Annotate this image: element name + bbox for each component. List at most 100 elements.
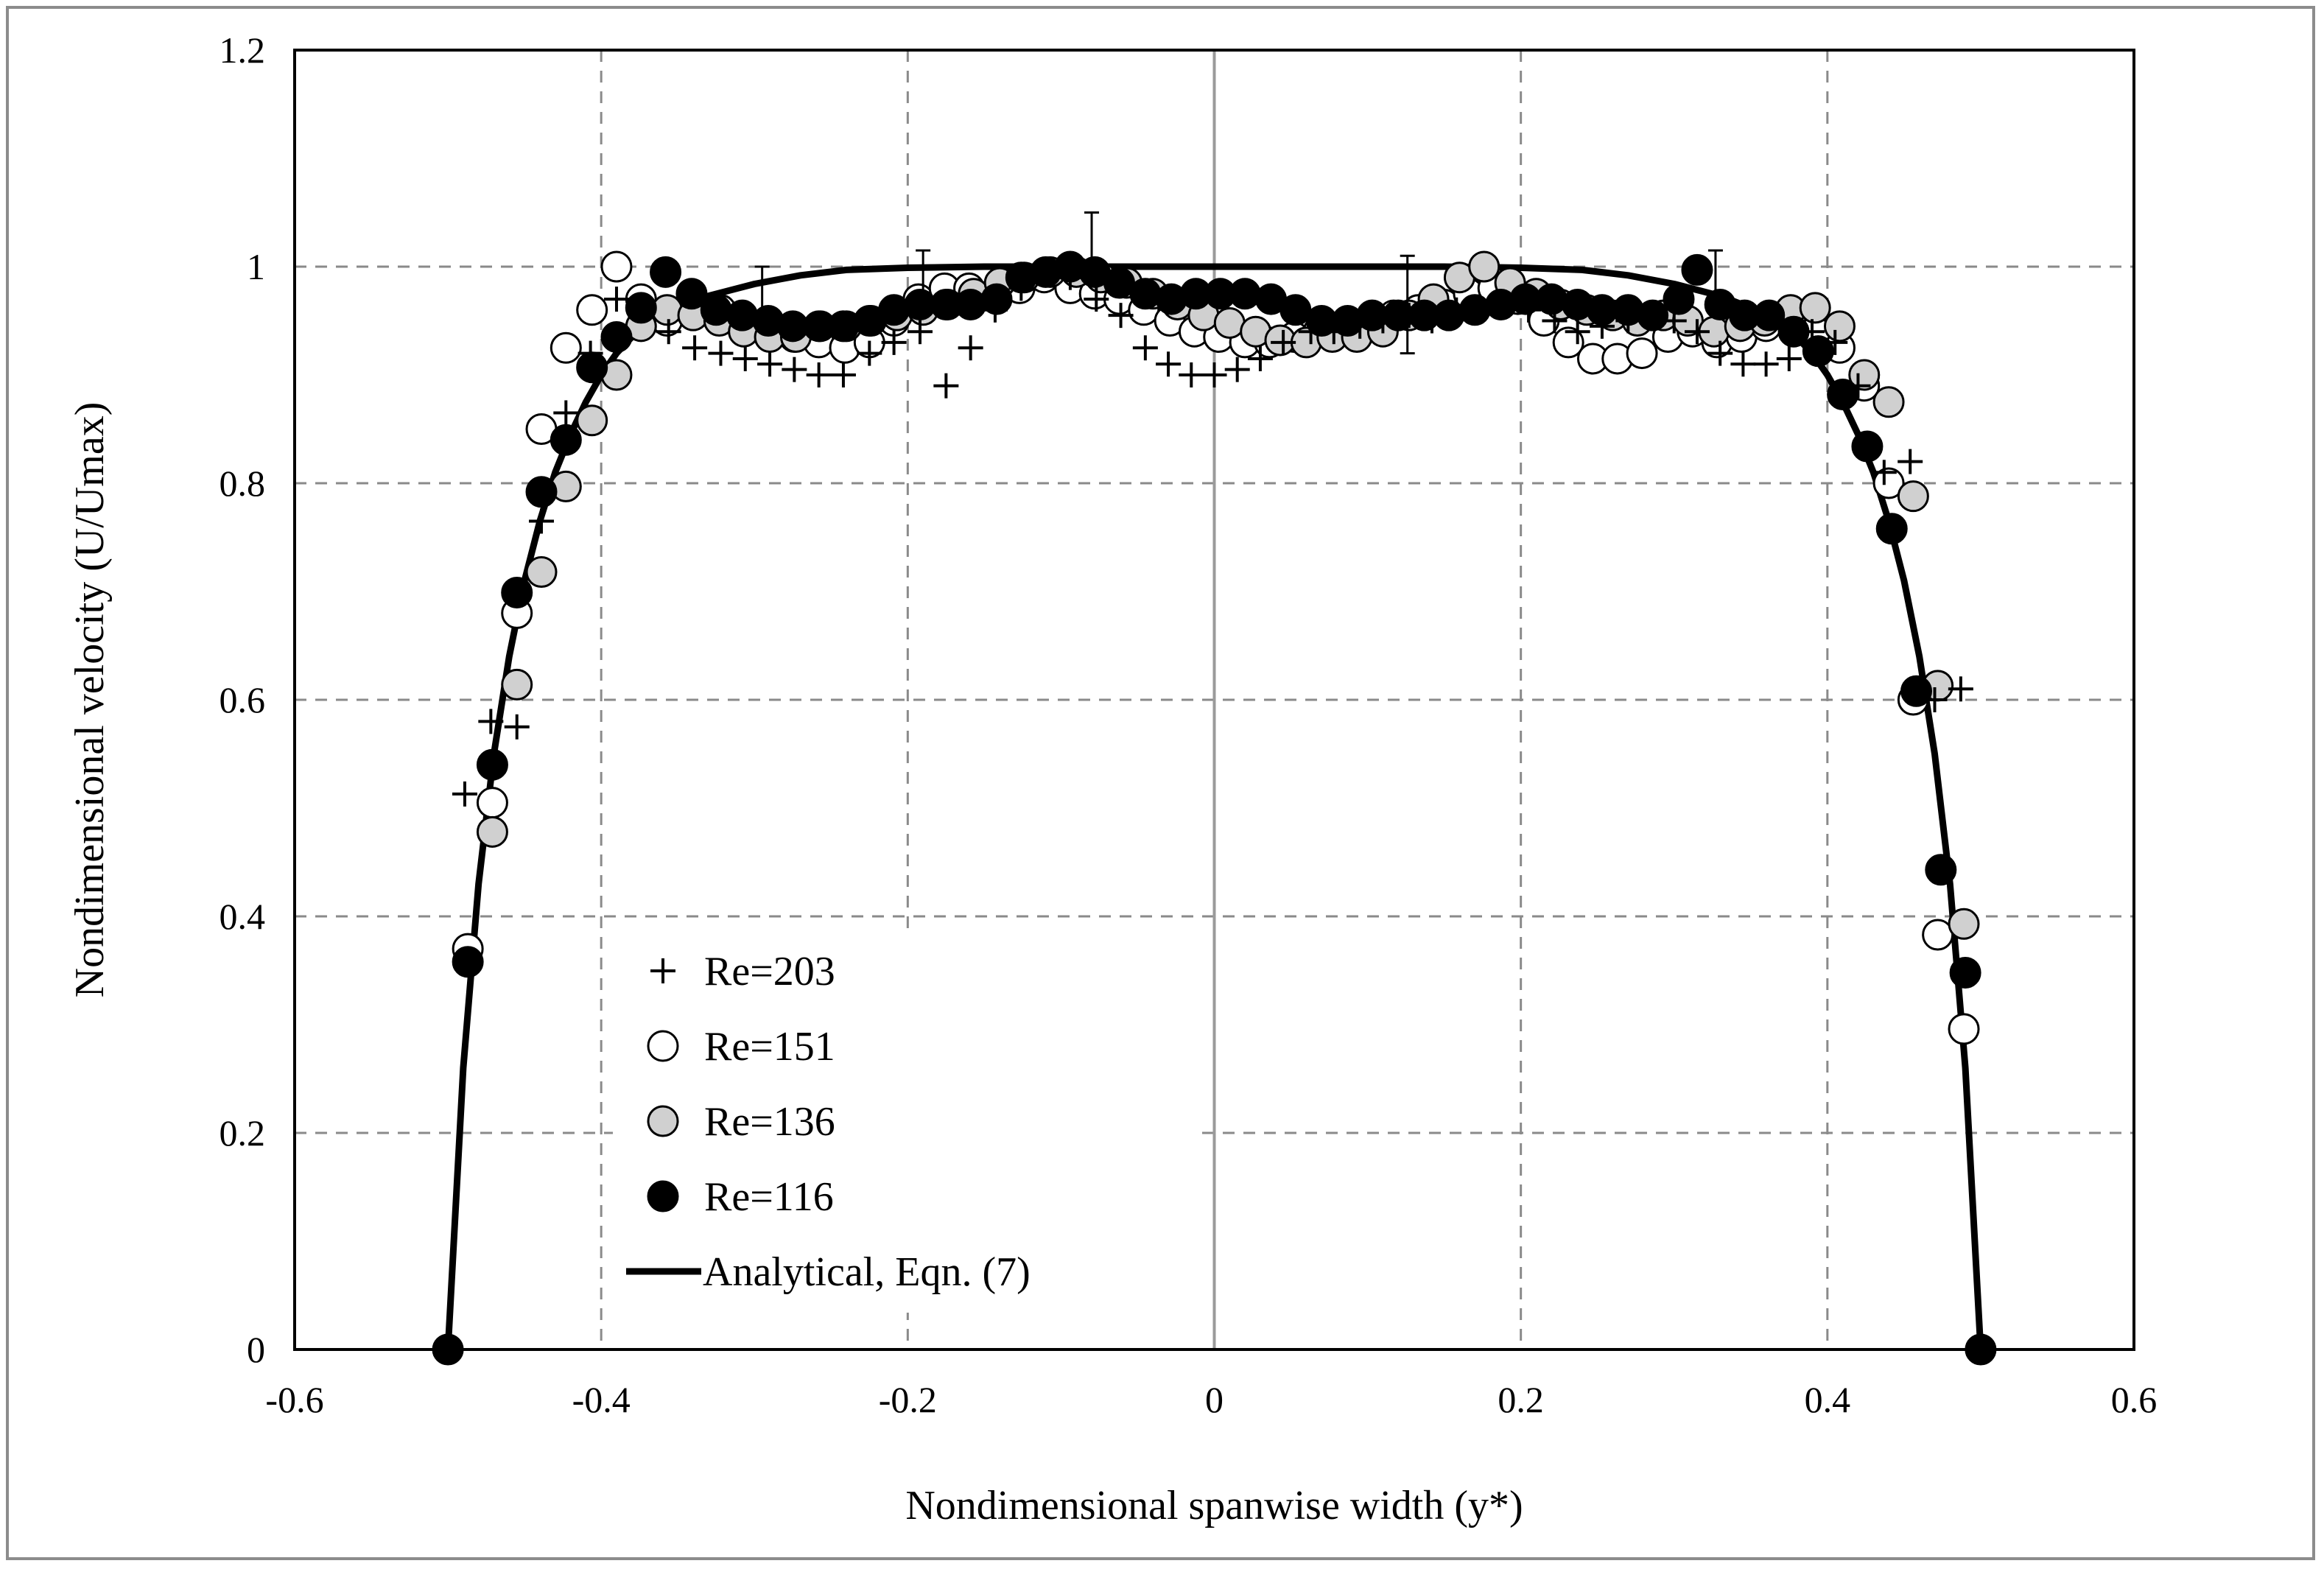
legend-label: Re=151 <box>704 1024 835 1070</box>
point-re-116 <box>1900 675 1933 707</box>
point-re-203 <box>881 329 907 355</box>
point-re-136 <box>1897 480 1929 513</box>
y-tick-label: 1.2 <box>220 29 266 71</box>
point-re-203 <box>1132 335 1158 361</box>
legend-item: Re=116 <box>647 1174 834 1220</box>
point-re-136 <box>1872 386 1905 418</box>
point-re-203 <box>1948 676 1973 702</box>
point-re-203 <box>682 335 708 361</box>
point-re-116 <box>452 946 484 978</box>
error-bar <box>1707 249 1723 300</box>
chart: -0.6 -0.4 -0.2 0 0.2 0.4 0.6 0 0.2 0.4 0.6 0.8 1 1.2… <box>67 29 2157 1528</box>
error-bar <box>916 249 931 300</box>
legend-item: Re=203 <box>650 949 835 994</box>
point-re-203 <box>478 709 504 734</box>
point-re-203 <box>907 319 933 345</box>
point-re-116 <box>955 288 987 320</box>
y-tick-label: 0.4 <box>220 896 266 937</box>
legend: Re=203 Re=151 Re=136 Re=116 Analytical, Eqn.… <box>613 930 1202 1313</box>
point-re-116 <box>1458 294 1491 326</box>
point-re-116 <box>525 476 558 508</box>
point-re-116 <box>1777 315 1810 348</box>
point-re-203 <box>1108 303 1134 329</box>
point-re-203 <box>1224 357 1250 382</box>
point-re-116 <box>675 278 708 310</box>
point-re-203 <box>757 351 783 377</box>
point-re-151 <box>600 250 633 283</box>
legend-label: Analytical, Eqn. (7) <box>703 1249 1031 1295</box>
point-re-116 <box>827 310 860 343</box>
x-tick-label: -0.2 <box>879 1379 937 1420</box>
x-tick-label: -0.4 <box>572 1379 631 1420</box>
point-re-151 <box>1552 326 1584 359</box>
point-re-203 <box>1730 351 1756 377</box>
error-bars <box>754 211 1723 355</box>
point-re-116 <box>1875 513 1908 545</box>
point-re-116 <box>1681 253 1713 286</box>
point-re-116 <box>1229 278 1261 310</box>
legend-marker <box>647 1105 679 1137</box>
legend-background <box>613 930 1202 1313</box>
point-re-136 <box>501 668 533 701</box>
legend-label: Re=136 <box>704 1099 835 1145</box>
point-re-203 <box>656 319 681 345</box>
legend-marker <box>647 1030 679 1062</box>
point-re-136 <box>1264 324 1296 357</box>
point-re-151 <box>476 787 508 819</box>
point-re-116 <box>1965 1333 1997 1366</box>
point-re-203 <box>806 362 832 387</box>
point-re-116 <box>650 256 682 288</box>
point-re-203 <box>1201 362 1227 387</box>
point-re-116 <box>878 294 910 326</box>
point-re-151 <box>576 294 608 326</box>
point-re-151 <box>1872 467 1905 499</box>
x-axis-title: Nondimensional spanwise width (y*) <box>905 1483 1523 1528</box>
point-re-203 <box>452 781 477 807</box>
point-re-203 <box>1084 287 1109 312</box>
point-re-203 <box>1179 362 1204 387</box>
legend-item: Analytical, Eqn. (7) <box>626 1249 1031 1295</box>
point-re-116 <box>1753 299 1786 331</box>
point-re-203 <box>1271 329 1296 355</box>
point-re-136 <box>1799 292 1831 324</box>
point-re-116 <box>1802 335 1834 368</box>
point-re-116 <box>1851 430 1884 463</box>
point-re-116 <box>432 1333 464 1366</box>
point-re-203 <box>1776 345 1802 371</box>
point-re-116 <box>1535 283 1568 315</box>
x-tick-label: 0.4 <box>1805 1379 1851 1420</box>
error-bar <box>754 265 770 310</box>
point-re-116 <box>576 351 608 384</box>
plot-border <box>293 49 2135 1351</box>
point-re-116 <box>1949 956 1981 989</box>
x-tick-label: 0.6 <box>2111 1379 2158 1420</box>
point-re-203 <box>603 287 629 312</box>
error-bar <box>1084 211 1100 278</box>
point-re-203 <box>1247 345 1273 371</box>
point-re-116 <box>600 321 633 354</box>
y-axis-title: Nondimensional velocity (U/Umax) <box>67 402 113 998</box>
legend-marker <box>650 958 675 983</box>
legend-marker <box>647 1180 679 1212</box>
point-re-203 <box>732 345 758 371</box>
point-re-116 <box>1433 299 1465 331</box>
point-re-203 <box>1156 351 1182 377</box>
point-re-116 <box>700 294 732 326</box>
point-re-116 <box>476 748 508 781</box>
legend-label: Re=203 <box>704 949 835 994</box>
point-re-136 <box>525 556 558 589</box>
x-tick-labels: -0.6 -0.4 -0.2 0 0.2 0.4 0.6 <box>265 1379 2157 1420</box>
x-tick-label: 0.2 <box>1498 1379 1544 1420</box>
y-tick-label: 0.8 <box>220 463 266 504</box>
legend-label: Re=116 <box>704 1174 834 1220</box>
point-re-203 <box>958 335 983 361</box>
point-re-151 <box>550 331 582 364</box>
legend-item: Re=136 <box>647 1099 835 1145</box>
point-re-203 <box>529 508 555 534</box>
point-re-116 <box>1637 299 1669 331</box>
point-re-116 <box>726 299 759 331</box>
point-re-136 <box>1948 908 1980 940</box>
point-re-203 <box>933 373 959 399</box>
point-re-116 <box>1129 278 1162 310</box>
point-re-116 <box>550 424 582 456</box>
